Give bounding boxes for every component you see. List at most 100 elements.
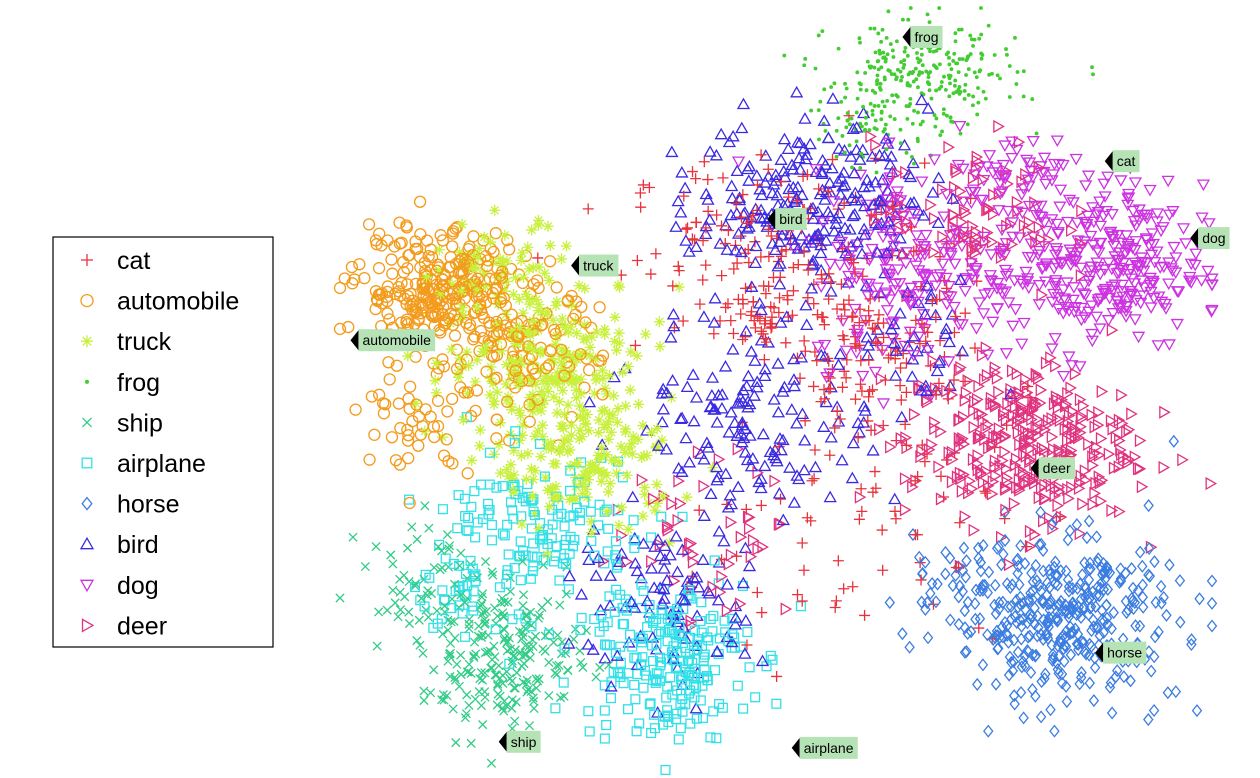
- data-point-horse: [1063, 580, 1075, 594]
- data-point-dog: [1114, 175, 1128, 187]
- data-point-automobile: [363, 453, 376, 466]
- data-point-frog: [940, 129, 944, 134]
- data-point-automobile: [412, 410, 426, 423]
- data-point-cat: [877, 420, 889, 432]
- data-point-dog: [1047, 288, 1061, 301]
- data-point-airplane: [695, 695, 706, 706]
- data-point-truck: [567, 350, 579, 362]
- data-point-automobile: [380, 290, 394, 304]
- data-point-frog: [842, 150, 847, 155]
- data-point-horse: [1043, 563, 1055, 577]
- data-point-horse: [1012, 645, 1024, 659]
- data-point-truck: [593, 427, 605, 439]
- data-point-bird: [832, 142, 846, 154]
- data-point-airplane: [677, 671, 688, 682]
- legend-label-ship: ship: [117, 409, 163, 437]
- data-point-bird: [669, 529, 683, 542]
- data-point-truck: [640, 328, 652, 340]
- data-point-deer: [938, 289, 951, 303]
- data-point-dog: [893, 278, 907, 290]
- data-point-automobile: [401, 434, 415, 447]
- data-point-automobile: [448, 329, 462, 342]
- data-point-frog: [889, 72, 894, 76]
- data-point-airplane: [550, 703, 561, 714]
- data-point-cat: [857, 270, 869, 282]
- data-point-deer: [1095, 431, 1108, 446]
- data-point-airplane: [551, 541, 562, 552]
- data-point-ship: [522, 675, 532, 685]
- data-point-horse: [1081, 531, 1093, 545]
- data-point-automobile: [596, 388, 609, 401]
- data-point-frog: [862, 128, 867, 133]
- data-point-frog: [899, 78, 903, 83]
- data-point-dog: [1048, 249, 1063, 262]
- data-point-dog: [1089, 311, 1104, 324]
- data-point-airplane: [696, 597, 707, 608]
- data-point-airplane: [685, 632, 696, 643]
- data-point-ship: [445, 651, 455, 661]
- legend-marker-airplane: [81, 457, 93, 469]
- data-point-ship: [510, 645, 520, 655]
- legend-label-deer: deer: [117, 612, 167, 640]
- data-point-frog: [965, 122, 970, 127]
- data-point-dog: [1157, 261, 1171, 274]
- data-point-automobile: [437, 449, 451, 462]
- data-point-deer: [1035, 232, 1048, 247]
- data-point-truck: [463, 360, 475, 372]
- data-point-dog: [999, 238, 1013, 250]
- data-point-deer: [972, 449, 985, 463]
- data-point-bird: [679, 431, 693, 444]
- data-point-dog: [1045, 343, 1059, 355]
- data-point-horse: [977, 578, 989, 592]
- data-point-truck: [478, 231, 490, 243]
- data-point-frog: [899, 60, 904, 65]
- data-point-bird: [628, 556, 642, 569]
- data-point-truck: [563, 493, 575, 505]
- data-point-automobile: [413, 195, 427, 208]
- data-point-truck: [556, 313, 568, 325]
- data-point-horse: [1067, 625, 1079, 640]
- data-point-airplane: [666, 626, 678, 637]
- data-point-frog: [995, 73, 1000, 78]
- data-point-frog: [948, 115, 953, 120]
- data-point-deer: [1116, 416, 1129, 431]
- data-point-frog: [858, 40, 862, 45]
- callout-horse: horse: [1095, 641, 1147, 664]
- data-point-cat: [742, 244, 754, 256]
- data-point-airplane: [509, 438, 520, 449]
- data-point-bird: [705, 371, 720, 383]
- data-point-automobile: [503, 243, 516, 256]
- data-point-bird: [702, 586, 716, 599]
- data-point-deer: [1158, 460, 1171, 475]
- data-point-deer: [1093, 405, 1105, 420]
- data-point-automobile: [353, 258, 366, 271]
- data-point-dog: [998, 140, 1012, 152]
- data-point-truck: [579, 282, 591, 294]
- data-point-frog: [907, 83, 912, 88]
- data-point-bird: [660, 386, 674, 398]
- data-point-frog: [822, 87, 827, 92]
- data-point-deer: [1001, 462, 1013, 476]
- data-point-airplane: [486, 535, 497, 546]
- data-point-automobile: [494, 296, 507, 309]
- data-point-dog: [861, 291, 875, 303]
- data-point-frog: [941, 111, 946, 116]
- data-point-cat: [739, 331, 751, 343]
- data-point-bird: [581, 541, 595, 553]
- data-point-airplane: [738, 703, 749, 714]
- data-point-deer: [646, 554, 658, 569]
- data-point-cat: [959, 307, 971, 319]
- data-point-dog: [915, 318, 930, 331]
- data-point-dog: [1205, 279, 1219, 291]
- data-point-dog: [1066, 294, 1080, 307]
- data-point-airplane: [469, 486, 480, 497]
- data-point-cat: [979, 485, 991, 497]
- data-point-deer: [988, 188, 1000, 202]
- data-point-horse: [954, 579, 966, 593]
- data-point-deer: [958, 410, 970, 424]
- data-point-airplane: [470, 532, 481, 543]
- data-point-horse: [1069, 622, 1081, 636]
- data-point-bird: [847, 166, 862, 179]
- data-point-horse: [1080, 647, 1092, 661]
- data-point-truck: [513, 293, 525, 305]
